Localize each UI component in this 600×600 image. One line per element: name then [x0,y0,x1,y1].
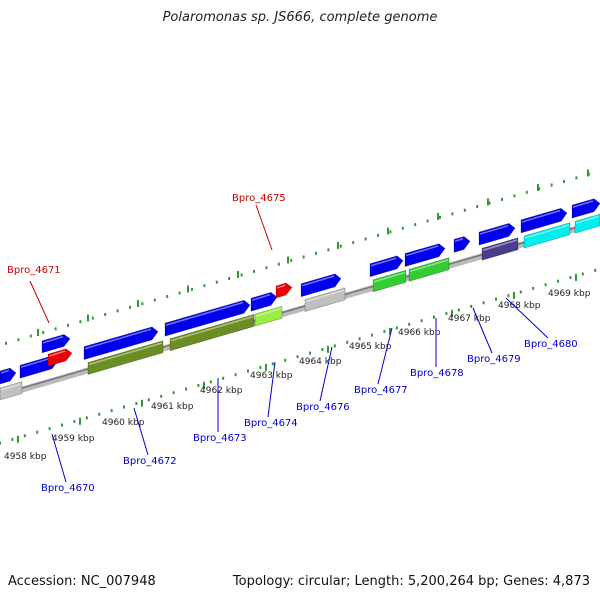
scale-label: 4958 kbp [4,452,47,462]
scale-label: 4961 kbp [151,402,194,412]
gene-label: Bpro_4676 [296,402,350,413]
gene-4678 [404,243,446,267]
gene-4673-shine [165,301,244,326]
gene-4669-shine [0,369,10,374]
leader-line [267,361,276,418]
gene-4671-pair [41,334,71,354]
gene-4679a [453,236,471,253]
leader-line [319,346,333,402]
cog-4680 [523,222,571,249]
cog-4670-shine [0,383,22,391]
scale-label: 4969 kbp [548,289,591,299]
leader-line [29,280,50,324]
cog-4681 [574,213,600,234]
scale-label: 4960 kbp [102,418,145,428]
cog-4677-shine [373,271,406,283]
gene-4679-shine [479,224,509,235]
cog-4670 [0,381,23,401]
leader-line [133,407,149,456]
leader-line [377,327,393,385]
gene-4671-pair-shine [42,336,64,344]
gene-4669 [0,367,17,385]
gene-4680-shine [521,209,561,223]
cog-4673-shine [170,315,254,342]
leader-line [505,297,549,339]
scale-label: 4964 kbp [299,357,342,367]
gene-label: Bpro_4672 [123,456,177,467]
scale-label: 4965 kbp [349,342,392,352]
scale-label: 4967 kbp [448,314,491,324]
gene-4679a-shine [454,238,464,243]
gene-label: Bpro_4674 [244,418,298,429]
rna-4675-shine [276,284,286,289]
accession-label: Accession: NC_007948 [8,574,156,589]
cog-4679 [481,237,519,261]
rna-4671 [47,348,73,367]
gene-4680 [520,207,568,234]
leader-line [51,433,67,483]
genome-summary: Topology: circular; Length: 5,200,264 bp… [232,574,590,589]
page-title: Polaromonas sp. JS666, complete genome [162,10,438,25]
gene-label: Bpro_4673 [193,433,247,444]
cog-4678 [408,257,450,282]
cog-4677 [372,269,407,293]
gene-4681-shine [572,200,594,208]
scale-label: 4963 kbp [250,371,293,381]
gene-4676 [300,273,342,298]
gene-4679 [478,223,516,246]
cog-4679-shine [482,239,518,251]
cog-4678-shine [409,259,449,273]
cog-4674-shine [255,307,282,317]
cog-4673 [169,313,255,352]
cog-4680-shine [524,224,570,239]
scale-label: 4966 kbp [398,328,441,338]
gene-label: Bpro_4675 [232,193,286,204]
cog-4676 [304,287,346,312]
gene-4677 [369,255,404,278]
gene-4677-shine [370,257,397,267]
scale-label: 4959 kbp [52,434,95,444]
cog-4672 [87,340,164,375]
cog-4676-shine [305,289,345,303]
gene-4670-shine [20,357,52,368]
scale-label: 4968 kbp [498,301,541,311]
gene-label: Bpro_4677 [354,385,408,396]
gene-4672-shine [84,328,152,350]
gene-label: Bpro_4670 [41,483,95,494]
gene-4674 [250,292,278,312]
leader-line [472,307,493,354]
gene-4672 [83,326,159,361]
cog-4681-shine [575,215,600,224]
scale-label: 4962 kbp [200,386,243,396]
gene-4681 [571,198,600,219]
rna-4671-shine [48,350,66,357]
gene-4674-shine [251,293,271,301]
gene-label: Bpro_4679 [467,354,521,365]
gene-4678-shine [405,245,439,257]
rna-4675 [275,282,293,299]
gene-4676-shine [301,275,335,287]
leader-line [255,204,273,251]
cog-4672-shine [88,342,163,366]
gene-4673 [164,299,251,337]
gene-label: Bpro_4678 [410,368,464,379]
gene-label: Bpro_4680 [524,339,578,350]
cog-4674 [254,305,283,327]
gene-label: Bpro_4671 [7,265,61,276]
